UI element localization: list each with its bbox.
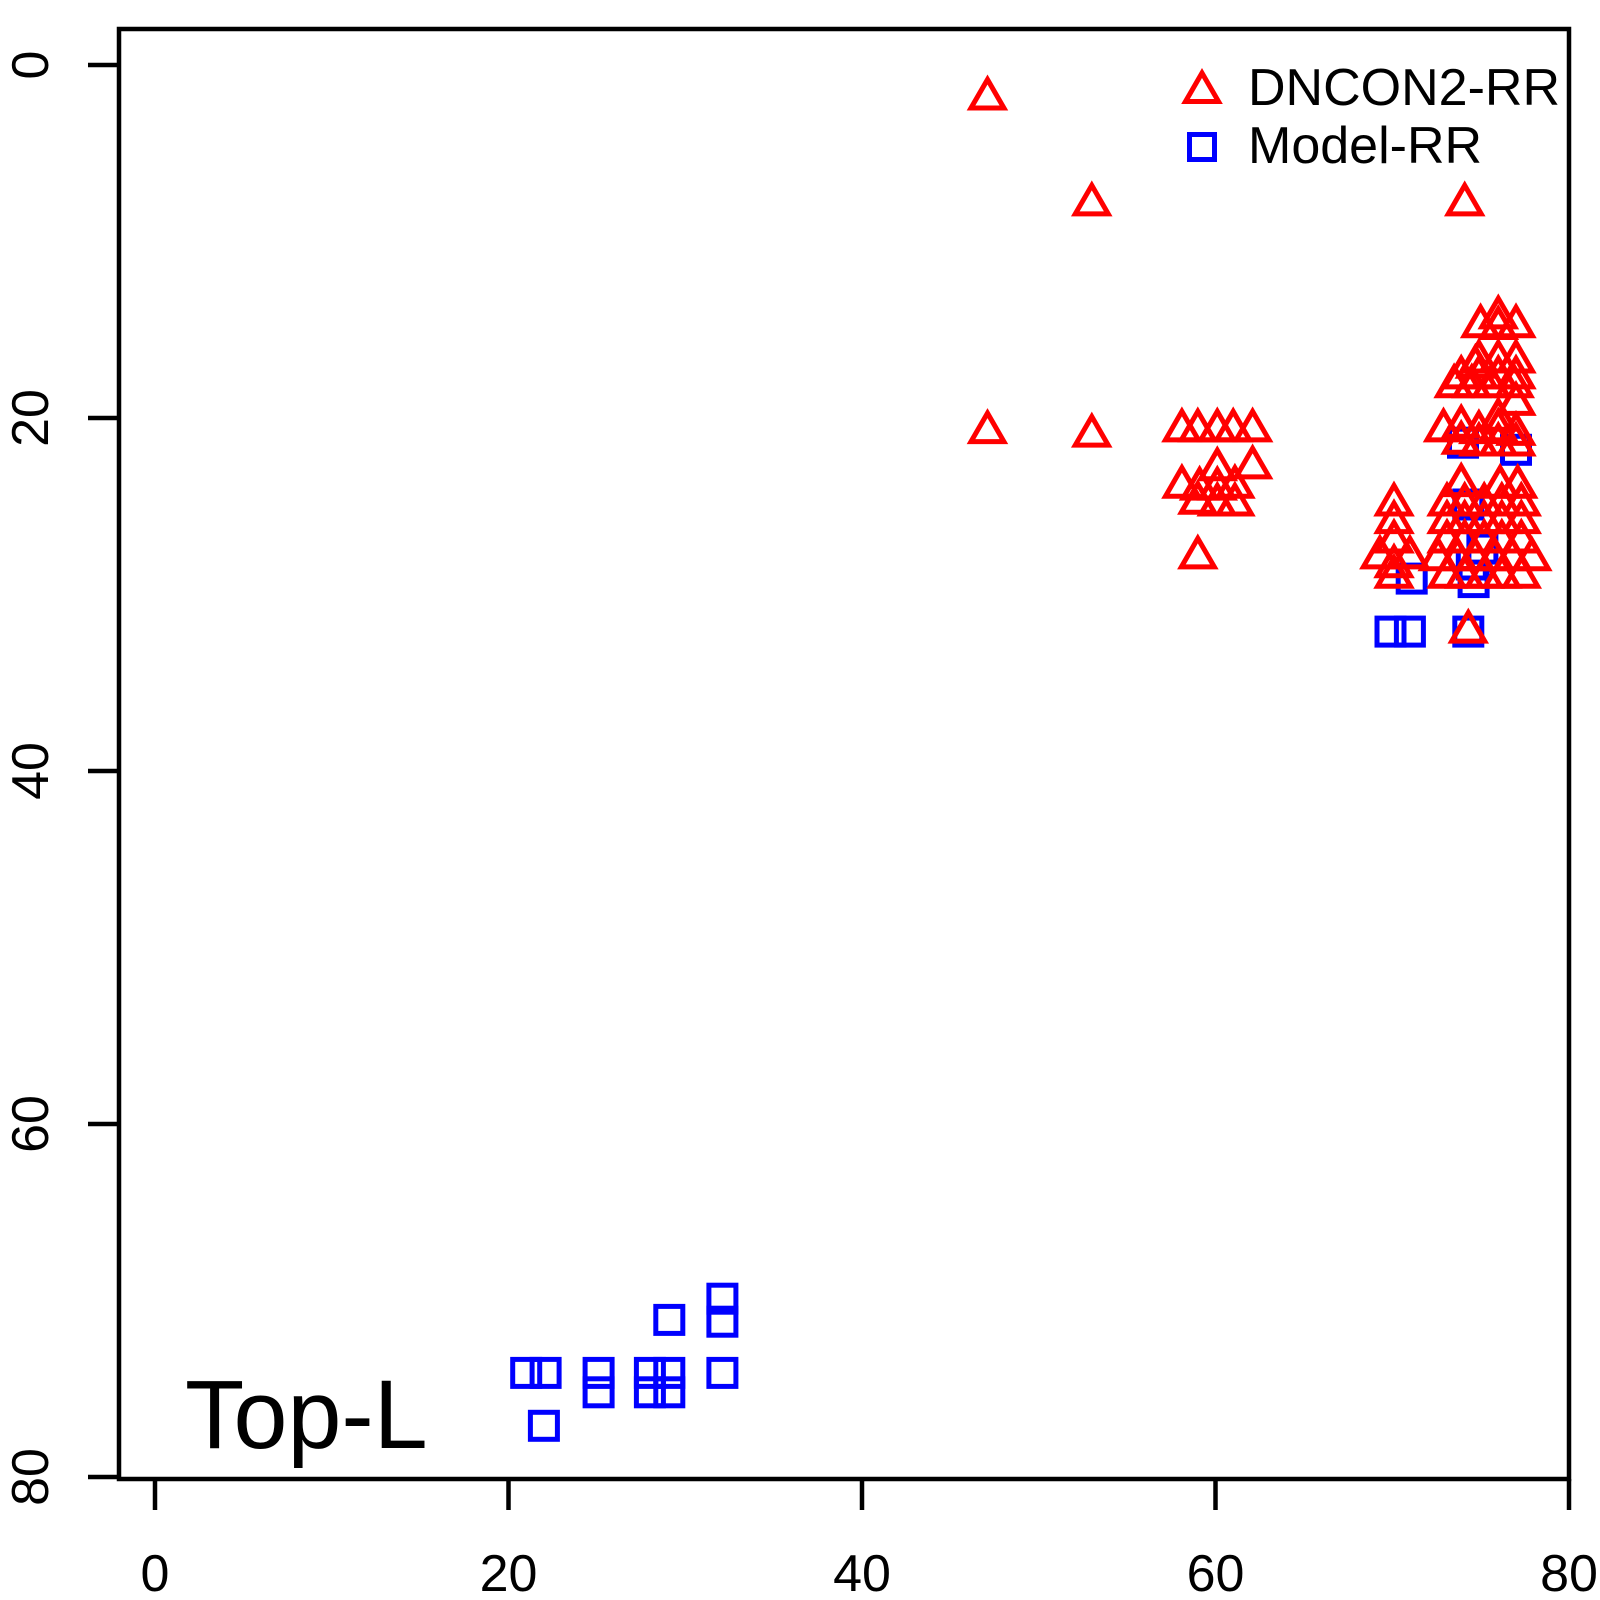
x-axis: 0 20 40 60 80	[141, 1479, 1598, 1600]
data-point-triangle	[1481, 552, 1523, 589]
data-point-triangle	[1500, 480, 1543, 517]
data-point-triangle	[1443, 498, 1486, 535]
data-point-triangle	[1373, 498, 1415, 535]
data-point-triangle	[966, 408, 1009, 445]
data-point-square	[582, 1376, 615, 1409]
data-point-triangle	[1373, 542, 1415, 579]
data-point-square	[653, 1376, 686, 1409]
y-tick-label: 80	[2, 1448, 60, 1506]
data-point-triangle	[1500, 498, 1543, 535]
data-point-triangle	[1495, 302, 1537, 339]
data-point-triangle	[1495, 409, 1537, 446]
data-point-triangle	[1477, 293, 1520, 330]
data-point-triangle	[1389, 533, 1431, 570]
legend-label-model-rr: Model-RR	[1248, 117, 1482, 175]
plot-box	[116, 26, 1572, 1482]
data-point-triangle	[1447, 607, 1490, 644]
data-point-triangle	[1373, 552, 1415, 589]
data-point-triangle	[966, 74, 1009, 111]
data-point-square	[706, 1305, 739, 1338]
data-point-triangle	[1500, 552, 1543, 589]
data-point-square	[633, 1376, 666, 1409]
data-point-square	[633, 1356, 666, 1389]
data-point-square	[1393, 615, 1426, 648]
data-point-triangle	[1070, 180, 1113, 217]
data-point-triangle	[1477, 406, 1520, 443]
legend-label-dncon2-rr: DNCON2-RR	[1248, 59, 1560, 117]
data-point-square	[510, 1356, 543, 1389]
data-point-triangle	[1177, 478, 1219, 515]
data-point-triangle	[1214, 480, 1256, 517]
y-axis: 0 20 40 60 80	[2, 51, 119, 1506]
data-point-triangle	[1231, 443, 1274, 480]
y-tick-label: 40	[2, 742, 60, 800]
x-tick-label: 0	[141, 1545, 170, 1600]
data-point-square	[582, 1356, 615, 1389]
data-point-triangle	[1495, 420, 1537, 457]
data-point-triangle	[1470, 362, 1513, 399]
data-point-triangle	[1443, 480, 1486, 517]
data-point-triangle	[1481, 498, 1523, 535]
data-point-triangle	[1511, 535, 1553, 572]
x-tick-label: 80	[1540, 1545, 1598, 1600]
annotation-top-l: Top-L	[185, 1360, 428, 1469]
data-point-triangle	[1177, 533, 1219, 570]
legend-square-icon	[1187, 132, 1217, 162]
data-point-triangle	[1373, 480, 1415, 517]
data-point-square	[706, 1356, 739, 1389]
data-point-triangle	[1450, 362, 1493, 399]
data-point-triangle	[1440, 402, 1482, 439]
data-point-triangle	[1070, 411, 1113, 448]
data-point-triangle	[1177, 406, 1219, 443]
data-point-square	[653, 1356, 686, 1389]
legend-markers	[1181, 68, 1223, 162]
x-tick-label: 60	[1187, 1545, 1245, 1600]
data-point-square	[706, 1282, 739, 1315]
y-tick-label: 0	[2, 51, 60, 80]
data-point-triangle	[1458, 420, 1500, 457]
legend-triangle-icon	[1181, 68, 1223, 104]
y-tick-label: 20	[2, 389, 60, 447]
data-point-triangle	[1214, 462, 1256, 499]
data-point-triangle	[1481, 480, 1523, 517]
data-point-square	[653, 1303, 686, 1336]
data-point-triangle	[1231, 406, 1274, 443]
data-point-square	[1374, 615, 1407, 648]
x-tick-label: 20	[480, 1545, 538, 1600]
x-tick-label: 40	[833, 1545, 891, 1600]
data-point-triangle	[1493, 362, 1536, 399]
data-point-triangle	[1196, 445, 1239, 482]
data-point-triangle	[1443, 180, 1486, 217]
data-points	[510, 74, 1553, 1442]
legend: DNCON2-RR Model-RR	[1181, 59, 1560, 175]
data-point-triangle	[1443, 552, 1486, 589]
data-point-square	[527, 1409, 560, 1442]
data-point-square	[529, 1356, 562, 1389]
data-point-triangle	[1212, 406, 1254, 443]
y-tick-label: 60	[2, 1095, 60, 1153]
